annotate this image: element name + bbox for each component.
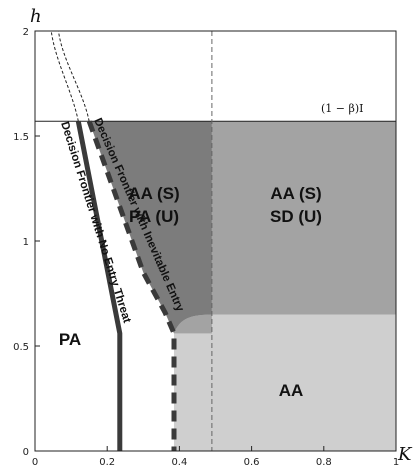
y-tick-label: 0.5 bbox=[13, 342, 29, 353]
frontier-no-entry-extension bbox=[50, 30, 79, 122]
y-axis-ticks: 0 0.5 1 1.5 2 bbox=[13, 27, 40, 458]
y-tick-label: 1.5 bbox=[13, 132, 29, 143]
x-tick-label: 1 bbox=[393, 457, 399, 468]
x-axis-ticks: 0 0.2 0.4 0.6 0.8 1 bbox=[32, 446, 399, 468]
x-tick-label: 0.8 bbox=[316, 457, 332, 468]
y-tick-label: 0 bbox=[23, 447, 29, 458]
x-tick-label: 0.2 bbox=[99, 457, 115, 468]
x-tick-label: 0.6 bbox=[244, 457, 260, 468]
reference-line-label: (1 − β)I bbox=[321, 102, 364, 115]
region-aa-s-sd-u-fill bbox=[173, 121, 396, 334]
region-aa-s-pa-u-fill bbox=[89, 121, 214, 334]
region-aa-fill bbox=[173, 314, 396, 451]
y-axis-variable: h bbox=[30, 6, 42, 27]
region-aa-s-pa-u-line2: PA (U) bbox=[129, 207, 179, 226]
region-aa-label: AA bbox=[279, 381, 304, 400]
region-aa-s-sd-u-line2: SD (U) bbox=[270, 207, 322, 226]
x-axis-variable: K bbox=[397, 444, 413, 465]
frontier-inevitable-entry-line bbox=[86, 120, 177, 451]
y-tick-label: 1 bbox=[23, 237, 29, 248]
frontier-no-entry-threat-line bbox=[75, 120, 123, 451]
y-tick-label: 2 bbox=[23, 27, 29, 38]
frontier-inevitable-entry-extension bbox=[57, 30, 90, 122]
x-tick-label: 0.4 bbox=[171, 457, 187, 468]
region-pa-label: PA bbox=[59, 330, 81, 349]
region-aa-s-sd-u-line1: AA (S) bbox=[270, 184, 321, 203]
x-tick-label: 0 bbox=[32, 457, 38, 468]
region-aa-s-pa-u-line1: AA (S) bbox=[128, 184, 179, 203]
